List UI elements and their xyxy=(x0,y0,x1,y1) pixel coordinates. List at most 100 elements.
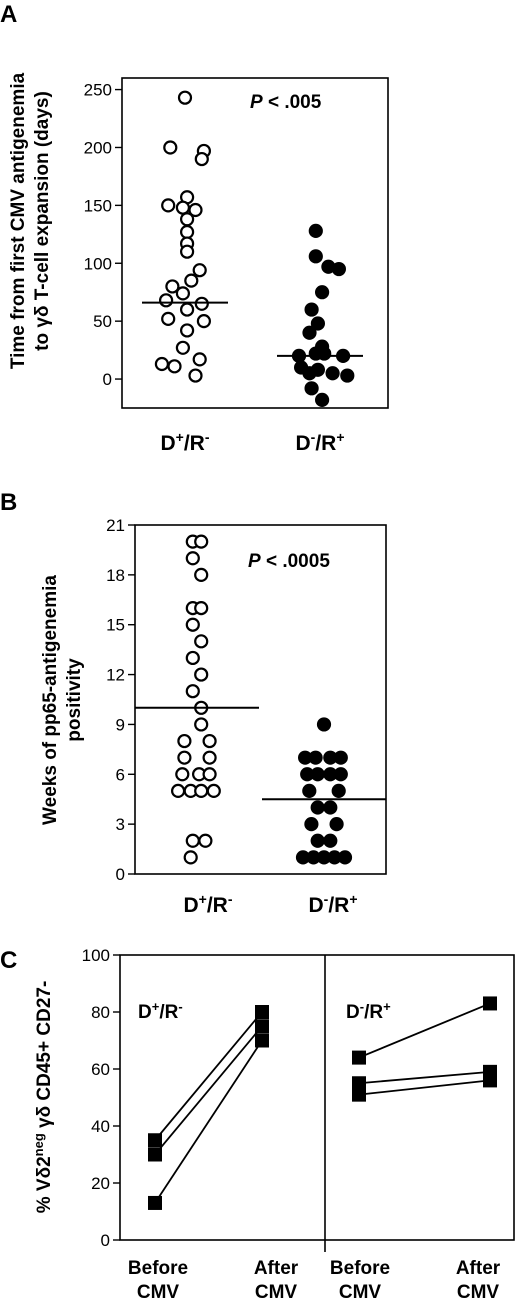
panel-b-ytick-label: 21 xyxy=(106,516,125,535)
panel-a-ytick-label: 50 xyxy=(93,312,112,331)
panel-a-group-1-point xyxy=(180,323,195,338)
panel-c-series xyxy=(148,996,497,1210)
panel-c-subpanel-2-point xyxy=(352,1087,366,1102)
panel-a-group-1-point xyxy=(192,263,207,278)
panel-c-subpanel-1-point xyxy=(255,1033,269,1048)
panel-a-ytick-label: 150 xyxy=(84,196,112,215)
panel-c-subpanel-2-series-line xyxy=(358,1079,491,1096)
panel-c-ytick-label: 40 xyxy=(91,1117,110,1136)
panel-a: A Time from first CMV antigenemia to γδ … xyxy=(0,1,389,455)
panel-a-group-1-point xyxy=(188,202,203,218)
panel-b-group-1-point xyxy=(177,750,192,765)
panel-b-group-2-point xyxy=(310,767,325,782)
panel-a-group-1-point xyxy=(194,296,209,311)
panel-a-group-2-point xyxy=(308,223,323,238)
panel-a-group-1-point xyxy=(192,352,207,367)
panel-c-subpanel-2-label: D-/R+ xyxy=(346,999,391,1023)
panel-a-group-1-point xyxy=(180,244,195,259)
panel-c-ytick-label: 0 xyxy=(101,1231,110,1250)
panel-b-group-1-point xyxy=(202,750,217,765)
panel-a-group-1-point xyxy=(188,368,203,383)
panel-c-subpanel-1-point xyxy=(255,1019,269,1034)
panel-a-ytick-label: 250 xyxy=(84,81,112,100)
panel-b-group-2-point xyxy=(333,767,348,782)
panel-c-ytick-label: 20 xyxy=(91,1174,110,1193)
panel-a-group-1-point xyxy=(180,224,195,240)
panel-a-p-text: < .005 xyxy=(263,92,322,113)
panel-c-yticks: 0 20 40 60 80 100 xyxy=(82,946,120,1250)
panel-a-group-1-point xyxy=(154,356,169,372)
panel-b-group-1-point xyxy=(194,567,209,582)
panel-b-group-1-point xyxy=(175,767,190,782)
panel-letter-a: A xyxy=(0,1,17,28)
panel-c-ytick-label: 100 xyxy=(82,946,110,965)
panel-b-group-1-point xyxy=(194,534,209,549)
panel-a-p-value: P < .005 xyxy=(250,92,322,113)
panel-a-group-1-point xyxy=(180,212,195,227)
panel-c-subpanel-2-series-line xyxy=(358,1002,491,1059)
panel-b-group-1-point xyxy=(185,551,200,566)
panel-a-group-1-point xyxy=(161,198,176,213)
panel-a-ylabel-line1: Time from first CMV antigenemia xyxy=(8,72,29,369)
panel-c-subpanel-1-label: D+/R- xyxy=(138,999,183,1023)
panel-a-group-2-point xyxy=(325,366,340,381)
panel-a-group-1-point xyxy=(159,293,174,308)
panel-b-group-1-point xyxy=(185,684,200,699)
panel-a-group-1-point xyxy=(175,286,190,301)
panel-b-yticks: 0 3 6 9 12 15 18 21 xyxy=(106,516,135,884)
panel-b-group-2-point xyxy=(331,783,346,799)
panel-a-group-1-point xyxy=(194,151,209,167)
panel-b-ylabel-line1: Weeks of pp65-antigenemia xyxy=(40,575,61,825)
panel-c-frame xyxy=(119,954,515,1241)
panel-c-subpanel-1-series-line xyxy=(154,1011,263,1141)
panel-c-subpanel-1-point xyxy=(255,1005,269,1019)
panel-b-group-1-point xyxy=(194,783,209,799)
panel-a-ytick-label: 0 xyxy=(103,370,112,389)
panel-b-category-1: D+/R- xyxy=(183,891,232,917)
panel-c-subpanel-2-point xyxy=(352,1076,366,1091)
panel-b-group-2-point xyxy=(308,750,323,765)
panel-b-group-2-point xyxy=(316,717,332,732)
panel-b-ytick-label: 18 xyxy=(106,566,125,585)
panel-a-ylabel-line2: to γδ T-cell expansion (days) xyxy=(32,91,53,351)
panel-b-group-1-point xyxy=(202,733,217,749)
panel-a-ytick-label: 100 xyxy=(84,254,112,273)
panel-a-group-2-point xyxy=(315,392,330,407)
panel-a-group-1-point xyxy=(184,273,199,288)
panel-c-ylabel: % Vδ2neg γδ CD45+ CD27- xyxy=(31,981,55,1214)
panel-a-group-1-point xyxy=(161,311,176,326)
panel-a-category-1: D+/R- xyxy=(160,429,209,455)
panel-a-group-2-point xyxy=(317,346,332,361)
panel-a-group-2-point xyxy=(308,249,323,264)
panel-b-points xyxy=(135,534,386,865)
panel-a-group-2-point xyxy=(340,368,355,383)
panel-b-axes xyxy=(134,524,387,875)
panel-c-category-before-2: Before CMV xyxy=(330,1258,390,1303)
panel-a-group-1-point xyxy=(177,90,193,105)
panel-b-group-2-point xyxy=(333,750,348,765)
panel-c-category-after-2: After CMV xyxy=(456,1258,501,1303)
panel-c-subpanel-1-point xyxy=(148,1147,162,1162)
panel-a-points xyxy=(142,90,363,407)
panel-a-axes xyxy=(121,77,389,409)
panel-b-group-2-point xyxy=(310,833,325,848)
panel-b-frame xyxy=(134,524,387,875)
panel-b-group-2-point xyxy=(304,817,319,832)
panel-b-group-1-point xyxy=(198,833,213,848)
panel-b-ylabel-line2: positivity xyxy=(64,658,85,742)
panel-a-p-symbol: P xyxy=(250,92,263,113)
panel-b-group-1-point xyxy=(194,667,209,682)
panel-c-subpanel-1-series-line xyxy=(154,1025,263,1156)
panel-c-category-after-1: After CMV xyxy=(254,1258,299,1303)
panel-b-p-symbol: P xyxy=(248,551,261,572)
panel-b-ytick-label: 0 xyxy=(116,865,125,884)
panel-c-subpanel-1-series-line xyxy=(154,1040,263,1204)
panel-b-group-2-point xyxy=(323,833,338,848)
panel-b-group-1-point xyxy=(183,850,198,865)
panel-b-p-value: P < .0005 xyxy=(248,551,330,572)
panel-a-group-1-point xyxy=(163,140,178,155)
panel-a-group-2-point xyxy=(304,302,319,317)
panel-b-group-1-point xyxy=(171,783,186,799)
panel-b-group-1-point xyxy=(202,767,217,782)
panel-c-subpanel-2-point xyxy=(352,1050,366,1065)
